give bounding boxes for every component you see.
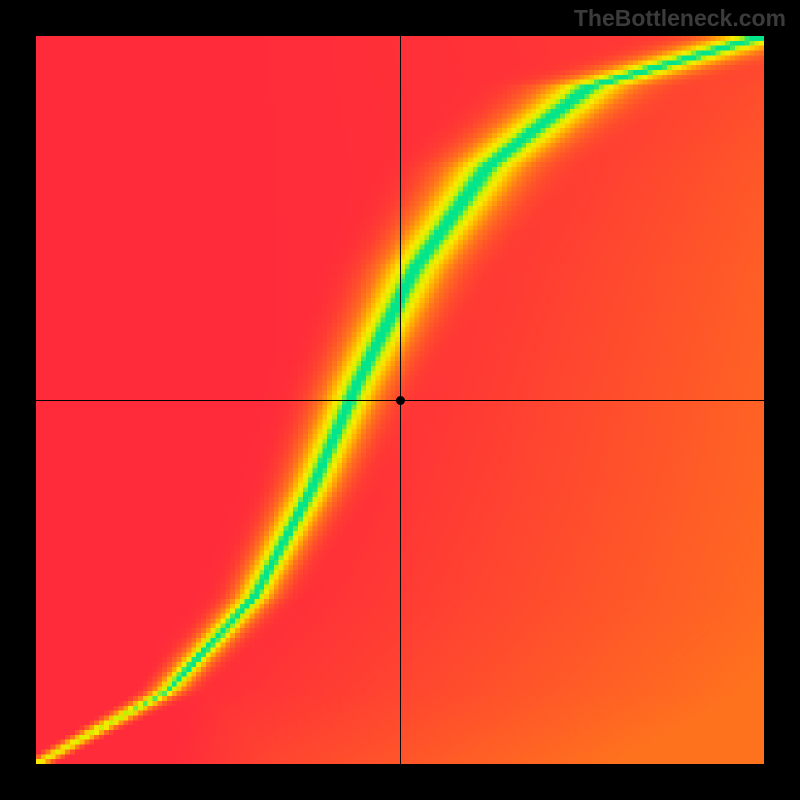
watermark-text: TheBottleneck.com xyxy=(574,5,786,32)
frame: TheBottleneck.com xyxy=(0,0,800,800)
plot-area xyxy=(36,36,764,764)
center-dot xyxy=(396,396,405,405)
